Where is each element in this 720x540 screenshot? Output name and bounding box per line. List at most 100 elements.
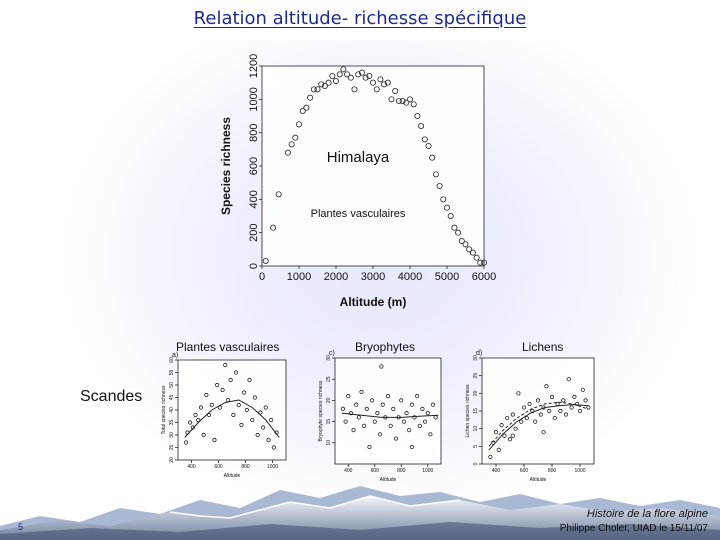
x-tick-label: 800 [241,464,250,470]
data-point [417,423,422,428]
data-point [336,71,343,78]
x-tick-label: 600 [371,468,380,474]
x-tick-label: 0 [259,271,265,283]
data-point [384,79,391,86]
data-point [262,257,269,264]
y-tick-label: 10 [326,440,332,446]
data-point [367,444,372,450]
data-point [388,96,395,103]
data-point [443,204,450,211]
data-point [493,430,499,435]
data-point [544,384,549,389]
x-axis-label: Altitude [380,477,397,483]
data-point [260,425,266,430]
x-tick-label: 6000 [472,271,496,283]
data-point [516,391,521,396]
footer-title: Histoire de la flore alpine [586,508,708,520]
panel-title-vascular: Plantes vasculaires [176,340,280,354]
data-point [462,241,469,248]
y-tick-label: 600 [248,157,260,175]
data-point [575,401,580,407]
data-point [266,437,271,443]
y-tick-label: 0 [473,462,479,465]
data-point [425,411,430,416]
data-point [513,426,518,431]
data-point [356,415,361,420]
data-point [563,412,569,417]
data-point [521,405,527,410]
mountain-panorama [0,486,720,540]
data-point [466,246,473,253]
y-axis-label: Species richness [219,117,233,215]
plot-frame [334,357,442,465]
data-point [321,83,328,90]
y-tick-label: 40 [169,407,175,413]
data-point [270,224,277,231]
data-point [303,104,310,111]
data-point [351,427,356,433]
x-axis-label: Altitude [530,477,547,483]
data-point [555,401,560,407]
data-point [377,76,384,83]
data-point [228,377,233,383]
data-point [344,71,351,78]
data-point [206,412,212,418]
data-point [469,249,476,256]
data-point [379,364,384,369]
y-tick-label: 400 [248,190,260,208]
data-point [420,406,425,411]
data-point [332,78,339,85]
data-point [473,254,480,261]
x-axis-label: Altitude (m) [340,295,407,309]
data-point [347,74,354,81]
data-point [409,402,414,407]
data-point [451,224,458,231]
data-point [499,423,504,428]
plot-frame [177,359,287,461]
y-tick-label: 200 [248,223,260,241]
data-point [535,398,541,403]
data-point [299,108,306,115]
data-point [414,113,421,120]
data-point [409,444,414,450]
chart-subtitle-vascular: Plantes vasculaires [311,208,406,220]
data-point [396,415,401,420]
data-point [263,405,268,410]
x-tick-label: 1000 [422,468,433,474]
data-point [425,142,432,149]
data-point [348,411,353,416]
data-point [340,406,346,411]
data-point [375,411,380,416]
y-tick-label: 45 [169,395,175,401]
data-point [393,436,399,441]
x-tick-label: 800 [548,468,557,474]
data-point [392,88,399,95]
panel-title-bryophytes: Bryophytes [355,340,416,354]
data-point [530,408,535,414]
y-tick-label: 30 [326,355,332,361]
data-point [215,382,220,388]
data-point [359,389,364,395]
data-point [295,121,302,128]
data-point [510,433,515,438]
x-tick-label: 400 [492,468,501,474]
data-point [385,394,391,399]
data-point [369,79,376,86]
data-point [362,74,369,81]
data-point [250,417,255,423]
data-point [329,73,336,80]
data-point [533,419,538,424]
data-point [477,259,484,266]
panel-letter: c) [329,350,335,357]
data-point [510,412,515,417]
data-point [527,401,532,407]
x-tick-label: 600 [520,468,529,474]
data-point [354,402,359,407]
data-point [372,419,377,424]
y-tick-label: 20 [473,390,479,396]
y-tick-label: 25 [169,445,175,451]
x-tick-label: 800 [397,468,406,474]
x-tick-label: 400 [344,468,353,474]
data-point [307,94,314,101]
x-axis-label: Altitude [224,473,241,479]
